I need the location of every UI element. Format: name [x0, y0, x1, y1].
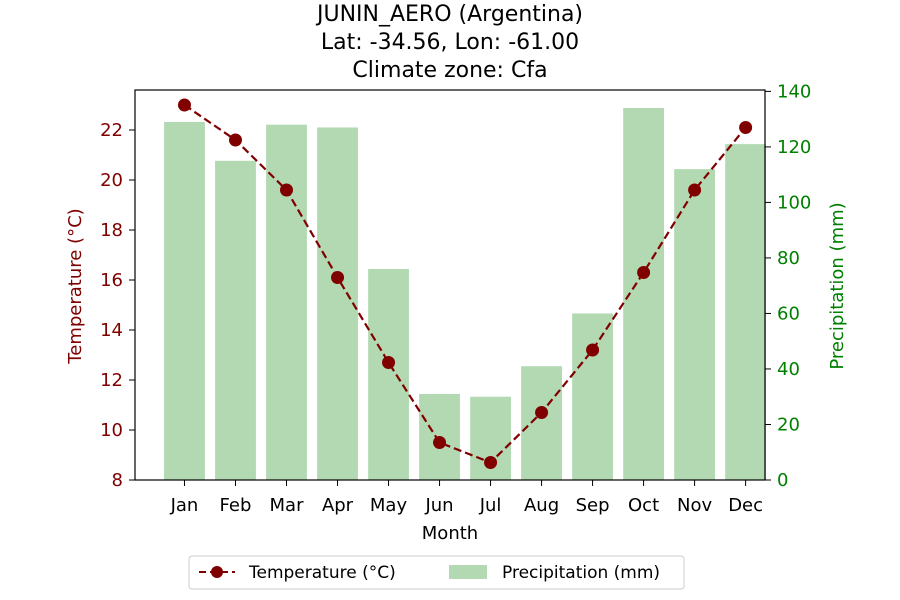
precipitation-bar-apr: [317, 127, 358, 480]
x-tick-label-jul: Jul: [479, 495, 502, 516]
x-tick-label-nov: Nov: [677, 495, 712, 516]
x-tick-label-sep: Sep: [576, 495, 610, 516]
x-tick-label-jan: Jan: [170, 495, 199, 516]
right-y-tick-label-120: 120: [777, 137, 811, 158]
left-y-tick-label-16: 16: [100, 270, 123, 291]
legend-temperature-label: Temperature (°C): [248, 563, 396, 583]
left-y-tick-label-20: 20: [100, 170, 123, 191]
chart-title: JUNIN_AERO (Argentina) Lat: -34.56, Lon:…: [315, 2, 583, 83]
left-y-tick-label-8: 8: [112, 470, 123, 491]
legend-item-precipitation: Precipitation (mm): [449, 563, 660, 583]
temperature-point-mar: [280, 183, 294, 197]
x-axis-ticks: Jan Feb Mar Apr May Jun Jul Aug Sep Oct Nov Dec: [170, 480, 763, 516]
left-y-axis-ticks: 8 10 12 14 16 18 20 22: [100, 120, 135, 491]
left-y-tick-label-10: 10: [100, 420, 123, 441]
temperature-point-dec: [739, 121, 753, 134]
left-y-axis-label: Temperature (°C): [65, 208, 86, 364]
chart-title-line-3: Climate zone: Cfa: [352, 58, 547, 83]
temperature-point-apr: [331, 271, 345, 284]
legend-precipitation-label: Precipitation (mm): [502, 563, 660, 583]
temperature-series-line: [183, 104, 747, 464]
precipitation-bar-nov: [674, 169, 716, 481]
precipitation-bar-sep: [572, 313, 613, 480]
right-y-tick-label-80: 80: [777, 248, 800, 269]
precipitation-bar-may: [368, 269, 409, 480]
legend-box: [188, 555, 685, 590]
precipitation-bar-aug: [521, 366, 562, 480]
precipitation-bar-mar: [266, 124, 307, 480]
legend-precipitation-swatch-icon: [449, 565, 487, 579]
x-tick-label-mar: Mar: [270, 495, 305, 516]
temperature-point-jul: [484, 456, 498, 469]
x-tick-label-feb: Feb: [220, 495, 252, 516]
temperature-point-jun: [433, 436, 447, 449]
temperature-point-may: [382, 356, 396, 369]
x-tick-label-may: May: [370, 495, 408, 516]
temperature-point-nov: [688, 183, 702, 197]
x-tick-label-apr: Apr: [322, 495, 354, 516]
left-y-tick-label-14: 14: [100, 320, 123, 341]
precipitation-bar-feb: [215, 160, 256, 480]
right-y-axis-label: Precipitation (mm): [827, 202, 848, 369]
legend-item-temperature: Temperature (°C): [199, 563, 396, 583]
right-y-tick-label-100: 100: [777, 192, 811, 213]
precipitation-bar-dec: [725, 144, 767, 480]
temperature-point-oct: [637, 266, 651, 279]
temperature-point-jan: [177, 98, 191, 112]
chart-title-line-2: Lat: -34.56, Lon: -61.00: [321, 30, 579, 55]
plot-frame: [134, 89, 766, 481]
temperature-point-feb: [228, 133, 242, 147]
right-y-tick-label-60: 60: [777, 303, 800, 324]
x-axis-label: Month: [422, 523, 478, 544]
chart-legend: Temperature (°C) Precipitation (mm): [188, 555, 685, 590]
x-tick-label-dec: Dec: [728, 495, 763, 516]
right-y-axis-ticks: 0 20 40 60 80 100 120 140: [765, 81, 811, 491]
legend-temperature-marker-icon: [211, 566, 223, 578]
right-y-tick-label-20: 20: [777, 414, 800, 435]
x-tick-label-aug: Aug: [524, 495, 559, 516]
x-tick-label-jun: Jun: [424, 495, 453, 516]
left-y-tick-label-22: 22: [100, 120, 123, 141]
temperature-point-aug: [535, 406, 549, 419]
chart-title-line-1: JUNIN_AERO (Argentina): [315, 2, 583, 27]
temperature-line: [177, 98, 753, 469]
precipitation-bar-jan: [164, 121, 205, 481]
x-tick-label-oct: Oct: [628, 495, 659, 516]
plot-axes: [134, 89, 766, 481]
right-y-tick-label-40: 40: [777, 359, 800, 380]
left-y-tick-label-12: 12: [100, 370, 123, 391]
temperature-point-sep: [586, 343, 600, 357]
right-y-tick-label-0: 0: [777, 470, 788, 491]
right-y-tick-label-140: 140: [777, 81, 811, 102]
left-y-tick-label-18: 18: [100, 220, 123, 241]
